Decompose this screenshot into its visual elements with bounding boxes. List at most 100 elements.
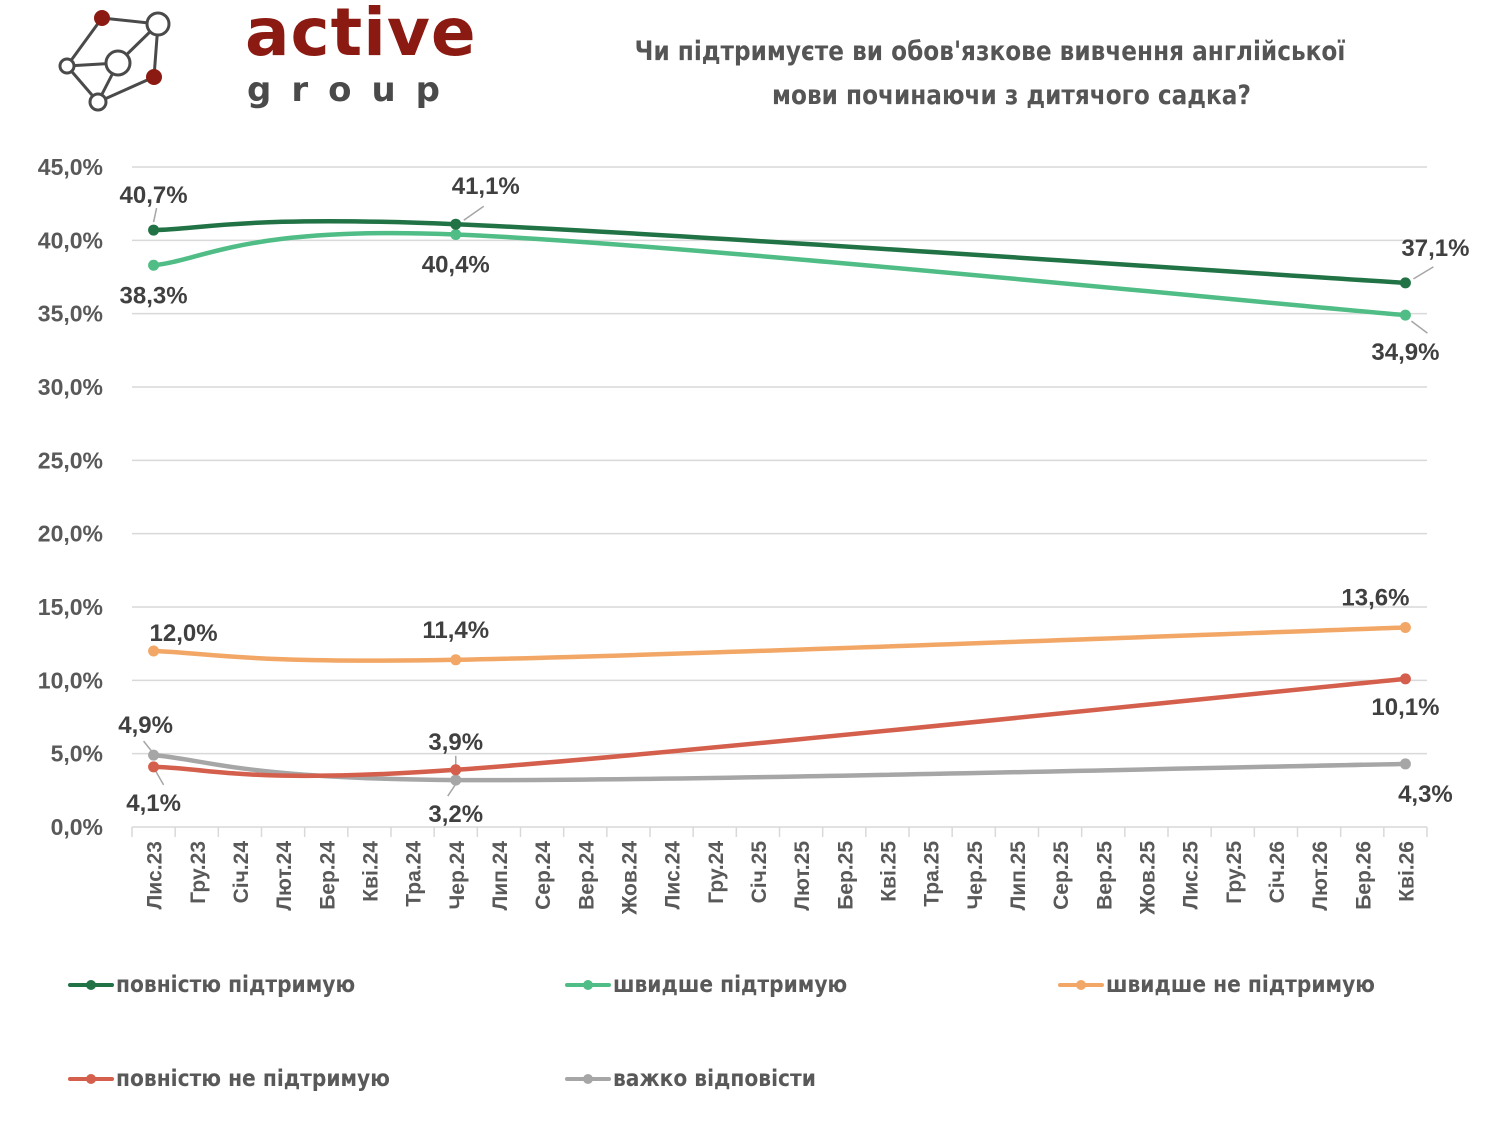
data-label: 11,4% bbox=[422, 617, 489, 644]
data-point bbox=[148, 761, 160, 773]
x-tick-label: Сер.24 bbox=[532, 841, 555, 910]
data-point bbox=[1399, 277, 1411, 289]
y-tick-label: 45,0% bbox=[38, 154, 103, 180]
data-point bbox=[1399, 673, 1411, 685]
leader-line bbox=[463, 205, 485, 221]
x-tick-label: Лют.25 bbox=[791, 841, 814, 911]
x-axis: Лис.23 Гру.23 Січ.24 Лют.24 Бер.24 Кві.24 Тра.… bbox=[131, 826, 1428, 916]
legend-label: повністю не підтримую bbox=[116, 1066, 390, 1092]
data-label: 40,4% bbox=[422, 251, 490, 278]
legend-swatch-icon bbox=[565, 1068, 611, 1090]
x-tick-label: Лип.24 bbox=[489, 841, 512, 911]
x-tick-label: Жов.25 bbox=[1136, 841, 1159, 916]
data-labels: 4,9% 3,2% 4,3% 4,1% 3,9% 10,1% 12,0% 11,4% 13,6%… bbox=[118, 173, 1469, 828]
leader-line bbox=[154, 770, 165, 786]
data-point bbox=[148, 259, 160, 271]
data-label: 10,1% bbox=[1371, 694, 1439, 721]
series-line bbox=[151, 625, 1408, 663]
legend-label: швидше підтримую bbox=[613, 972, 848, 998]
logo-node-red bbox=[94, 10, 110, 26]
x-tick-label: Кві.24 bbox=[359, 841, 382, 902]
leader-line bbox=[1410, 320, 1428, 334]
y-tick-label: 40,0% bbox=[38, 227, 103, 253]
x-tick-label: Бер.24 bbox=[316, 841, 339, 910]
series-line bbox=[151, 676, 1408, 779]
data-point bbox=[148, 645, 160, 657]
x-tick-label: Вер.25 bbox=[1093, 841, 1116, 910]
leader-line bbox=[447, 783, 457, 797]
x-tick-label: Вер.24 bbox=[575, 841, 598, 910]
legend-item: повністю підтримую bbox=[68, 972, 388, 998]
network-logo-icon bbox=[58, 10, 171, 112]
chart-title-line-1: Чи підтримуєте ви обов'язкове вивчення а… bbox=[634, 36, 1346, 67]
y-axis-ticks: 0,0% 5,0% 10,0% 15,0% 20,0% 25,0% 30,0% 35,0% 40… bbox=[38, 154, 103, 840]
logo-wordmark: active bbox=[245, 0, 477, 71]
x-tick-label: Лис.24 bbox=[662, 841, 685, 910]
series-lines bbox=[151, 218, 1408, 783]
data-label: 38,3% bbox=[120, 282, 188, 309]
x-tick-label: Лют.24 bbox=[273, 841, 296, 911]
leader-lines bbox=[142, 205, 1434, 797]
logo-subtitle: group bbox=[247, 70, 461, 110]
data-point bbox=[450, 764, 462, 776]
chart-title-line-2: мови починаючи з дитячого садка? bbox=[772, 80, 1251, 111]
data-label: 4,3% bbox=[1398, 781, 1453, 808]
x-tick-label: Лис.25 bbox=[1180, 841, 1203, 910]
legend-item: швидше підтримую bbox=[565, 972, 879, 998]
x-tick-label: Лис.23 bbox=[144, 841, 167, 910]
y-tick-label: 15,0% bbox=[38, 594, 103, 620]
data-label: 41,1% bbox=[452, 173, 520, 200]
x-tick-label: Бер.26 bbox=[1352, 841, 1375, 910]
y-tick-label: 0,0% bbox=[51, 814, 103, 840]
y-tick-label: 25,0% bbox=[38, 447, 103, 473]
x-tick-label: Гру.24 bbox=[705, 841, 728, 904]
data-label: 40,7% bbox=[120, 182, 188, 209]
legend-label: важко відповісти bbox=[613, 1066, 816, 1092]
x-tick-label: Бер.25 bbox=[834, 841, 857, 910]
gridlines bbox=[132, 166, 1427, 755]
x-tick-label: Січ.26 bbox=[1266, 841, 1289, 903]
legend-swatch-icon bbox=[68, 1068, 114, 1090]
x-tick-label: Кві.26 bbox=[1395, 841, 1418, 902]
data-point bbox=[148, 749, 160, 761]
x-tick-label: Чер.25 bbox=[964, 841, 987, 910]
leader-line bbox=[1413, 266, 1434, 280]
y-tick-label: 5,0% bbox=[51, 741, 103, 767]
data-point bbox=[450, 218, 462, 230]
legend-item: повністю не підтримую bbox=[68, 1066, 427, 1092]
y-tick-label: 10,0% bbox=[38, 667, 103, 693]
y-tick-label: 20,0% bbox=[38, 521, 103, 547]
y-tick-label: 30,0% bbox=[38, 374, 103, 400]
series-line bbox=[151, 752, 1408, 783]
data-point bbox=[450, 774, 462, 786]
data-label: 37,1% bbox=[1401, 235, 1469, 262]
series-line bbox=[151, 230, 1408, 318]
data-label: 3,9% bbox=[428, 729, 483, 756]
legend-item: важко відповісти bbox=[565, 1066, 844, 1092]
x-tick-label: Тра.25 bbox=[921, 841, 944, 907]
data-point bbox=[1399, 758, 1411, 770]
y-tick-label: 35,0% bbox=[38, 301, 103, 327]
data-point bbox=[450, 654, 462, 666]
x-tick-label: Кві.25 bbox=[877, 841, 900, 902]
x-tick-label: Лют.26 bbox=[1309, 841, 1332, 911]
data-label: 12,0% bbox=[150, 620, 218, 647]
x-tick-label: Чер.24 bbox=[446, 841, 469, 910]
data-label: 34,9% bbox=[1371, 339, 1439, 366]
leader-line bbox=[142, 740, 153, 752]
data-label: 4,1% bbox=[126, 790, 181, 817]
legend-item: швидше не підтримую bbox=[1058, 972, 1412, 998]
data-point bbox=[450, 228, 462, 240]
series-points bbox=[148, 218, 1411, 786]
chart-title: Чи підтримуєте ви обов'язкове вивчення а… bbox=[560, 30, 1420, 118]
data-point bbox=[1399, 309, 1411, 321]
legend-swatch-icon bbox=[68, 974, 114, 996]
data-label: 3,2% bbox=[428, 801, 483, 828]
x-tick-label: Жов.24 bbox=[618, 841, 641, 916]
x-tick-label: Січ.24 bbox=[230, 841, 253, 904]
data-point bbox=[1399, 622, 1411, 634]
x-tick-label: Січ.25 bbox=[748, 841, 771, 904]
data-label: 13,6% bbox=[1341, 585, 1409, 612]
x-tick-label: Гру.25 bbox=[1223, 841, 1246, 904]
